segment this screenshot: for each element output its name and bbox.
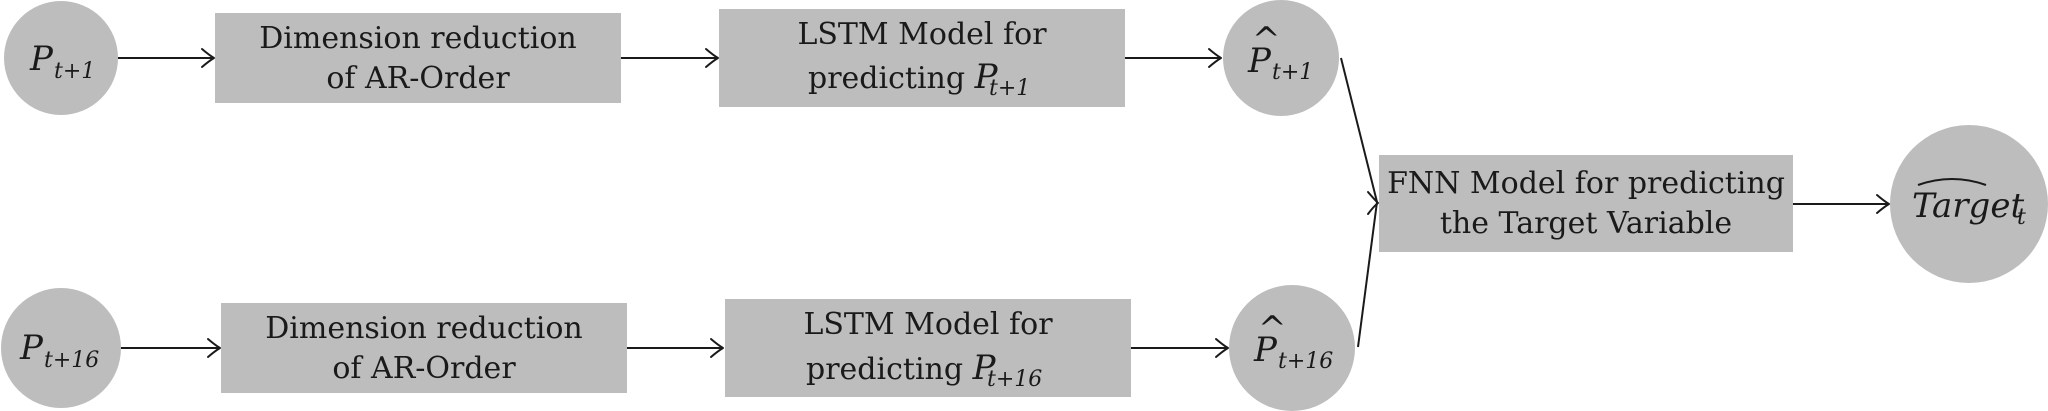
arrow-reduction-to-lstm-bottom bbox=[627, 339, 723, 357]
input-top-symbol: P bbox=[29, 39, 54, 79]
arrow-fnn-to-output bbox=[1793, 195, 1889, 213]
prediction-node-bottom: ^ P t+16 bbox=[1229, 285, 1355, 411]
arrow-input-to-reduction-top bbox=[118, 49, 214, 67]
lstm-bottom-line2: predicting P bbox=[806, 348, 997, 388]
prediction-bottom-subscript: t+16 bbox=[1278, 349, 1333, 374]
arrow-prediction-top-to-fnn bbox=[1341, 58, 1377, 202]
prediction-top-symbol: P bbox=[1247, 41, 1272, 81]
input-node-bottom: P t+16 bbox=[1, 288, 121, 408]
fnn-line1: FNN Model for predicting bbox=[1387, 166, 1785, 201]
input-bottom-symbol: P bbox=[19, 328, 44, 368]
arrow-reduction-to-lstm-top bbox=[621, 49, 718, 67]
arrow-input-to-reduction-bottom bbox=[121, 339, 220, 357]
arrow-lstm-to-prediction-bottom bbox=[1131, 339, 1228, 357]
output-symbol: Target bbox=[1912, 186, 2024, 226]
reduction-bottom-line1: Dimension reduction bbox=[265, 311, 583, 346]
reduction-top-line2: of AR-Order bbox=[326, 61, 510, 96]
input-node-top: P t+1 bbox=[4, 1, 118, 115]
reduction-box-top: Dimension reduction of AR-Order bbox=[215, 13, 621, 103]
fnn-line2: the Target Variable bbox=[1440, 206, 1732, 241]
lstm-bottom-subscript: t+16 bbox=[987, 367, 1042, 392]
reduction-bottom-line2: of AR-Order bbox=[332, 351, 516, 386]
input-bottom-subscript: t+16 bbox=[44, 348, 99, 373]
lstm-top-line1: LSTM Model for bbox=[797, 17, 1047, 52]
lstm-box-top: LSTM Model for predicting P t+1 bbox=[719, 9, 1125, 107]
lstm-top-subscript: t+1 bbox=[989, 76, 1030, 101]
prediction-bottom-symbol: P bbox=[1253, 330, 1278, 370]
input-top-subscript: t+1 bbox=[54, 59, 95, 84]
lstm-bottom-line1: LSTM Model for bbox=[803, 307, 1053, 342]
reduction-top-line1: Dimension reduction bbox=[259, 21, 577, 56]
lstm-box-bottom: LSTM Model for predicting P t+16 bbox=[725, 299, 1131, 397]
arrow-lstm-to-prediction-top bbox=[1125, 49, 1221, 67]
prediction-top-subscript: t+1 bbox=[1272, 60, 1313, 85]
reduction-box-bottom: Dimension reduction of AR-Order bbox=[221, 303, 627, 393]
prediction-node-top: ^ P t+1 bbox=[1223, 0, 1339, 116]
fnn-box: FNN Model for predicting the Target Vari… bbox=[1379, 155, 1793, 252]
lstm-top-line2: predicting P bbox=[808, 57, 999, 97]
output-node: Target t bbox=[1890, 125, 2048, 283]
output-subscript: t bbox=[2017, 205, 2026, 230]
arrow-prediction-bottom-to-fnn bbox=[1358, 202, 1377, 347]
